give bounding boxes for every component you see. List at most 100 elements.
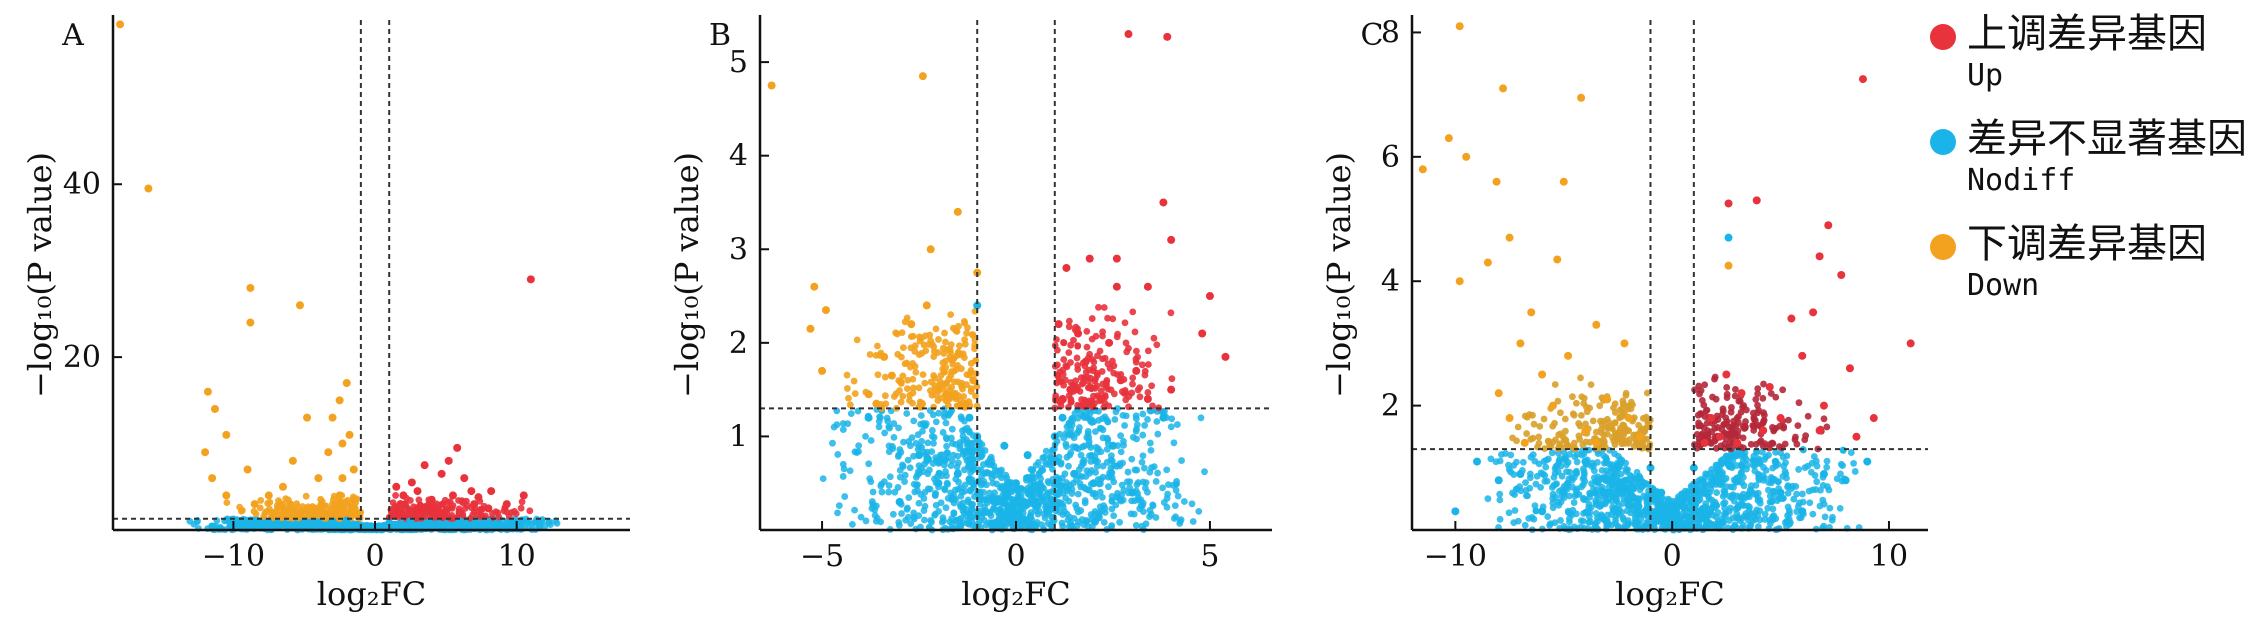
nodiff-cloud-point [1507, 451, 1515, 459]
down-cloud-point [909, 384, 917, 392]
nodiff-cloud-point [967, 486, 975, 494]
down-point [821, 306, 830, 315]
nodiff-cloud-point [1180, 498, 1188, 505]
down-cloud-point [1592, 428, 1600, 436]
nodiff-cloud-point [1738, 469, 1745, 477]
down-cloud-point [1613, 436, 1621, 444]
legend-label-nodiff-en: Nodiff [1967, 163, 2076, 198]
down-point [222, 430, 231, 439]
nodiff-cloud-point [1101, 504, 1109, 512]
nodiff-cloud-point [987, 512, 995, 520]
down-point [246, 283, 255, 292]
nodiff-cloud-point [911, 488, 919, 496]
nodiff-point [1603, 476, 1612, 485]
nodiff-cloud-point [1088, 523, 1096, 530]
down-cloud-point [853, 336, 861, 344]
nodiff-cloud-point [1052, 507, 1060, 515]
nodiff-cloud-point [1828, 516, 1836, 524]
nodiff-cloud-point [1528, 514, 1536, 521]
down-cloud-point [915, 384, 923, 392]
nodiff-cloud-point [968, 521, 976, 529]
up-cloud-point [1759, 394, 1767, 402]
x-tick-label: 0 [1663, 539, 1682, 574]
nodiff-cloud-point [1122, 412, 1130, 420]
nodiff-cloud-point [1077, 451, 1085, 459]
nodiff-cloud-point [1041, 514, 1049, 522]
nodiff-cloud-point [1154, 430, 1162, 438]
nodiff-cloud-point [1764, 486, 1772, 494]
nodiff-cloud-point [848, 520, 856, 528]
up-cloud-point [1731, 392, 1739, 400]
nodiff-point [1668, 513, 1677, 522]
nodiff-cloud-point [1712, 461, 1720, 469]
up-cloud-point [1794, 422, 1802, 430]
nodiff-cloud-point [1535, 460, 1543, 468]
nodiff-cloud-point [921, 516, 928, 524]
up-cloud-point [1702, 431, 1710, 439]
nodiff-cloud-point [1139, 452, 1147, 460]
down-cloud-point [1643, 389, 1651, 397]
up-cloud-point [1095, 303, 1102, 311]
legend: 上调差异基因 Up 差异不显著基因 Nodiff 下调差异基因 Down [1925, 11, 2247, 329]
nodiff-cloud-point [913, 471, 921, 479]
down-cloud-point [302, 492, 310, 500]
nodiff-cloud-point [1085, 415, 1093, 423]
down-cloud-point [1577, 411, 1585, 419]
up-cloud-point [1792, 433, 1799, 441]
x-tick-label: −5 [800, 539, 844, 574]
up-point [420, 461, 429, 470]
up-point [1085, 254, 1094, 263]
nodiff-cloud-point [1137, 502, 1145, 510]
down-cloud-point [1509, 434, 1516, 442]
nodiff-cloud-point [1178, 457, 1185, 464]
up-cloud-point [1110, 362, 1118, 370]
nodiff-cloud-point [1138, 458, 1146, 466]
nodiff-cloud-point [1032, 523, 1040, 530]
down-point [314, 504, 323, 513]
nodiff-cloud-point [942, 434, 950, 442]
nodiff-point [1733, 476, 1742, 485]
down-cloud-point [321, 511, 328, 519]
nodiff-cloud-point [1060, 434, 1068, 442]
nodiff-cloud-point [1617, 484, 1625, 492]
nodiff-cloud-point [1798, 490, 1806, 498]
up-point [1707, 414, 1716, 423]
down-point [222, 491, 231, 500]
nodiff-cloud-point [869, 488, 877, 496]
up-point [406, 508, 415, 517]
nodiff-cloud-point [1665, 521, 1673, 529]
up-cloud-point [1751, 423, 1759, 430]
up-point [467, 487, 476, 496]
nodiff-cloud-point [910, 513, 918, 521]
x-tick-label: −10 [202, 539, 265, 574]
up-cloud-point [1708, 428, 1716, 436]
nodiff-cloud-point [998, 466, 1005, 474]
down-cloud-point [1551, 381, 1559, 388]
down-cloud-point [1572, 399, 1580, 407]
nodiff-cloud-point [1826, 504, 1834, 512]
nodiff-cloud-point [886, 424, 893, 432]
nodiff-cloud-point [915, 499, 923, 507]
y-axis-label: −log₁₀(P value) [668, 152, 706, 398]
down-cloud-point [1589, 417, 1597, 425]
nodiff-cloud-point [1807, 468, 1815, 476]
nodiff-cloud-point [983, 499, 991, 507]
up-cloud-point [1739, 434, 1747, 442]
nodiff-cloud-point [922, 451, 930, 459]
down-cloud-point [921, 379, 929, 387]
down-cloud-point [941, 329, 948, 337]
up-cloud-point [1089, 367, 1097, 375]
up-cloud-point [1099, 332, 1106, 340]
nodiff-cloud-point [493, 521, 501, 528]
nodiff-cloud-point [1034, 510, 1042, 518]
up-point [1066, 385, 1075, 394]
down-cloud-point [1546, 441, 1553, 449]
up-cloud-point [1099, 380, 1107, 388]
down-cloud-point [1527, 435, 1535, 443]
nodiff-cloud-point [1195, 507, 1203, 515]
nodiff-cloud-point [1719, 518, 1727, 526]
up-cloud-point [1104, 360, 1112, 368]
down-cloud-point [293, 500, 301, 507]
nodiff-cloud-point [974, 478, 982, 486]
nodiff-cloud-point [957, 492, 965, 500]
